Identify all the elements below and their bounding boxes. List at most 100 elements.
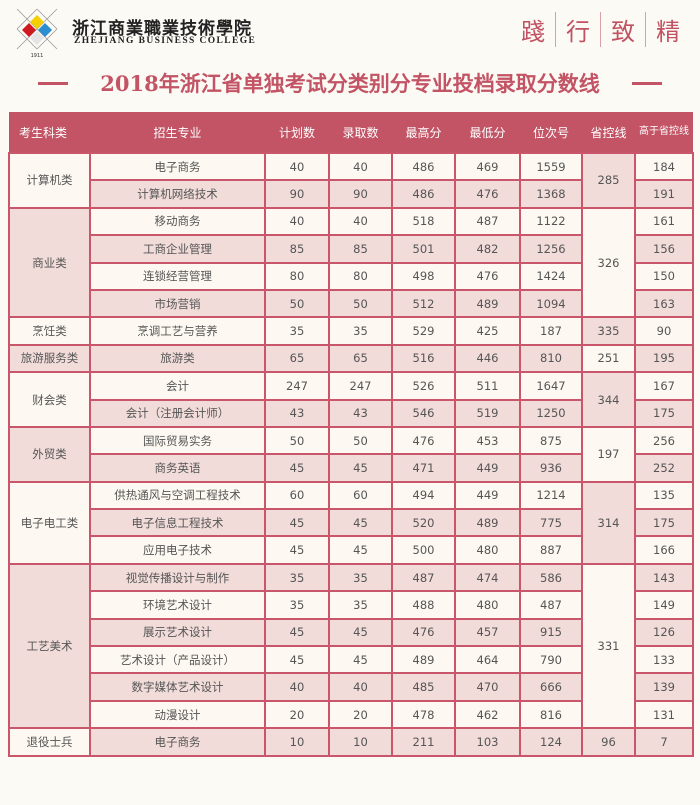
table-row: 艺术设计（产品设计） 45 45 489 464 790 133 bbox=[9, 645, 694, 675]
rank-cell: 915 bbox=[519, 617, 583, 648]
max-score-cell: 501 bbox=[391, 234, 456, 264]
column-header: 招生专业 bbox=[90, 112, 265, 153]
category-cell: 财会类 bbox=[8, 371, 91, 428]
table-row: 烹饪类 烹调工艺与营养 35 35 529 425 187 335 90 bbox=[8, 316, 694, 346]
max-score-cell: 512 bbox=[391, 288, 456, 319]
control-line-cell: 344 bbox=[581, 371, 636, 428]
admitted-cell: 50 bbox=[328, 425, 393, 456]
plan-cell: 45 bbox=[264, 453, 330, 483]
column-header: 省控线 bbox=[582, 112, 635, 153]
min-score-cell: 511 bbox=[454, 371, 521, 401]
table-row: 旅游服务类 旅游类 65 65 516 446 810 251 195 bbox=[8, 343, 694, 374]
min-score-cell: 449 bbox=[454, 453, 521, 483]
major-cell: 国际贸易实务 bbox=[89, 425, 266, 456]
min-score-cell: 449 bbox=[454, 480, 521, 511]
school-name-en: ZHEJIANG BUSINESS COLLEGE bbox=[74, 36, 257, 46]
plan-cell: 35 bbox=[264, 590, 330, 620]
min-score-cell: 103 bbox=[454, 727, 521, 757]
min-score-cell: 464 bbox=[454, 645, 521, 675]
rank-cell: 790 bbox=[519, 645, 583, 675]
rank-cell: 1250 bbox=[519, 398, 583, 428]
major-cell: 视觉传播设计与制作 bbox=[89, 562, 266, 593]
rank-cell: 875 bbox=[519, 425, 583, 456]
min-score-cell: 476 bbox=[454, 179, 521, 209]
column-header: 最低分 bbox=[455, 112, 520, 153]
school-name-cn: 浙江商業職業技術學院 bbox=[72, 19, 252, 39]
above-line-cell: 175 bbox=[634, 508, 694, 538]
column-header: 最高分 bbox=[392, 112, 455, 153]
admitted-cell: 35 bbox=[328, 562, 393, 593]
max-score-cell: 486 bbox=[391, 151, 456, 182]
table-row: 商务英语 45 45 471 449 936 252 bbox=[9, 453, 694, 483]
admitted-cell: 35 bbox=[328, 590, 393, 620]
major-cell: 会计（注册会计师） bbox=[89, 398, 266, 428]
major-cell: 计算机网络技术 bbox=[89, 179, 266, 209]
table-row: 财会类 会计 247 247 526 511 1647 344 167 bbox=[8, 371, 694, 428]
min-score-cell: 489 bbox=[454, 288, 521, 319]
major-cell: 工商企业管理 bbox=[89, 234, 266, 264]
control-line-cell: 285 bbox=[581, 152, 636, 209]
plan-cell: 40 bbox=[264, 151, 330, 182]
major-cell: 会计 bbox=[89, 371, 266, 401]
above-line-cell: 175 bbox=[634, 398, 694, 428]
motto-char: 行 bbox=[555, 12, 600, 47]
category-cell: 外贸类 bbox=[8, 425, 91, 483]
min-score-cell: 425 bbox=[454, 316, 521, 346]
rank-cell: 1256 bbox=[519, 234, 583, 264]
above-line-cell: 139 bbox=[634, 672, 694, 702]
rank-cell: 810 bbox=[519, 343, 583, 374]
column-header: 计划数 bbox=[265, 112, 329, 153]
max-score-cell: 211 bbox=[391, 727, 456, 757]
admitted-cell: 40 bbox=[328, 206, 393, 237]
category-cell: 退役士兵 bbox=[8, 727, 91, 757]
rank-cell: 187 bbox=[519, 316, 583, 346]
max-score-cell: 498 bbox=[391, 261, 456, 291]
admitted-cell: 90 bbox=[328, 179, 393, 209]
plan-cell: 20 bbox=[264, 699, 330, 730]
title-row: 2018年浙江省单独考试分类别分专业投档录取分数线 bbox=[0, 66, 700, 100]
above-line-cell: 7 bbox=[634, 727, 694, 757]
plan-cell: 80 bbox=[264, 261, 330, 291]
min-score-cell: 482 bbox=[454, 234, 521, 264]
plan-cell: 40 bbox=[264, 672, 330, 702]
control-line-cell: 96 bbox=[581, 727, 636, 757]
table-row: 商业类 移动商务 40 40 518 487 1122 326 161 bbox=[8, 206, 694, 319]
max-score-cell: 487 bbox=[391, 562, 456, 593]
table-row: 工商企业管理 85 85 501 482 1256 156 bbox=[9, 234, 694, 264]
column-header: 录取数 bbox=[329, 112, 392, 153]
above-line-cell: 131 bbox=[634, 699, 694, 730]
above-line-cell: 143 bbox=[634, 562, 694, 593]
rank-cell: 1368 bbox=[519, 179, 583, 209]
major-cell: 商务英语 bbox=[89, 453, 266, 483]
max-score-cell: 485 bbox=[391, 672, 456, 702]
plan-cell: 45 bbox=[264, 645, 330, 675]
admitted-cell: 65 bbox=[328, 343, 393, 374]
major-cell: 烹调工艺与营养 bbox=[89, 316, 266, 346]
min-score-cell: 457 bbox=[454, 617, 521, 648]
plan-cell: 45 bbox=[264, 535, 330, 565]
table-row: 计算机网络技术 90 90 486 476 1368 191 bbox=[9, 179, 694, 209]
category-cell: 商业类 bbox=[8, 206, 91, 319]
column-header: 高于省控线 bbox=[635, 112, 693, 153]
above-line-cell: 150 bbox=[634, 261, 694, 291]
table-row: 退役士兵 电子商务 10 10 211 103 124 96 7 bbox=[8, 727, 694, 757]
control-line-cell: 331 bbox=[581, 562, 636, 730]
min-score-cell: 462 bbox=[454, 699, 521, 730]
table-row: 连锁经营管理 80 80 498 476 1424 150 bbox=[9, 261, 694, 291]
table-row: 计算机类 电子商务 40 40 486 469 1559 285 184 bbox=[8, 151, 694, 209]
category-cell: 计算机类 bbox=[8, 152, 91, 209]
table-row: 应用电子技术 45 45 500 480 887 166 bbox=[9, 535, 694, 565]
column-header: 考生科类 bbox=[9, 112, 90, 153]
min-score-cell: 453 bbox=[454, 425, 521, 456]
max-score-cell: 529 bbox=[391, 316, 456, 346]
major-cell: 电子商务 bbox=[89, 151, 266, 182]
max-score-cell: 486 bbox=[391, 179, 456, 209]
min-score-cell: 487 bbox=[454, 206, 521, 237]
min-score-cell: 489 bbox=[454, 508, 521, 538]
above-line-cell: 90 bbox=[634, 316, 694, 346]
table-row: 电子电工类 供热通风与空调工程技术 60 60 494 449 1214 314 135 bbox=[8, 480, 694, 565]
above-line-cell: 149 bbox=[634, 590, 694, 620]
min-score-cell: 480 bbox=[454, 535, 521, 565]
admitted-cell: 50 bbox=[328, 288, 393, 319]
min-score-cell: 446 bbox=[454, 343, 521, 374]
